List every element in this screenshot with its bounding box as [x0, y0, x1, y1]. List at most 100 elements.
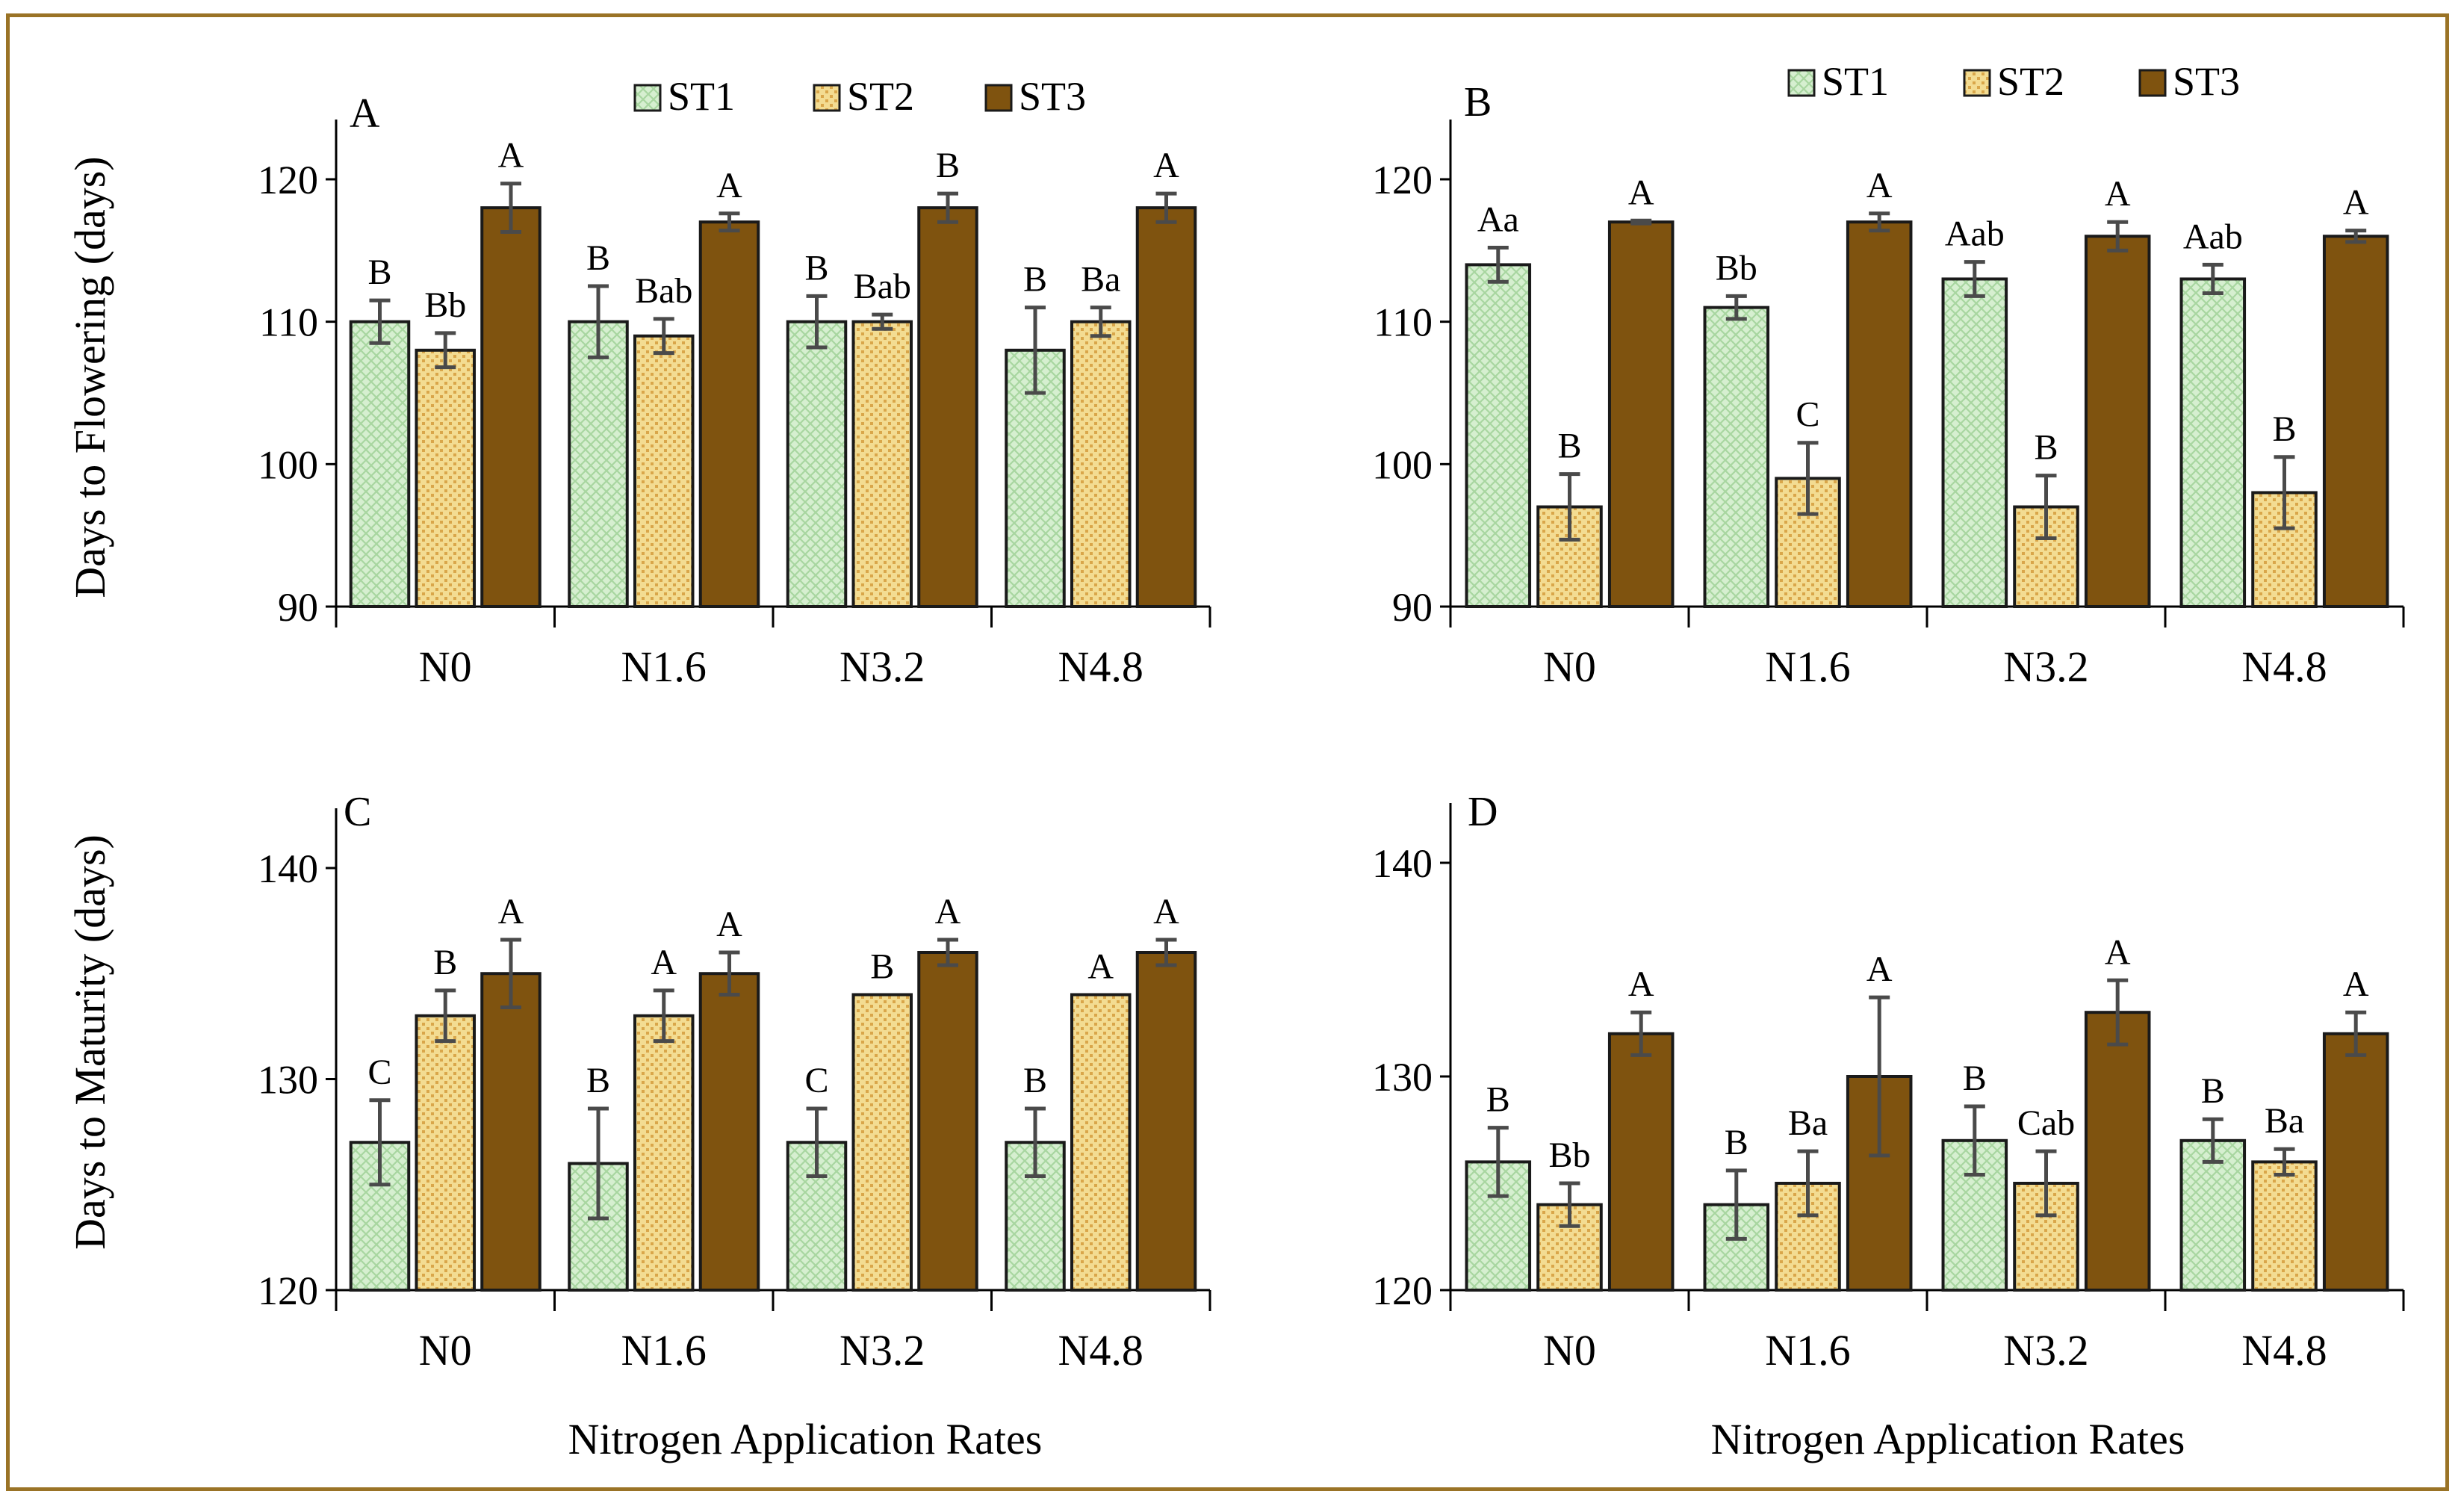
- bar-st2-n1-6: [633, 334, 695, 608]
- x-tick-label: N1.6: [621, 642, 707, 691]
- x-tick-label: N3.2: [840, 1326, 925, 1375]
- bar-st3-n1-6: [1846, 220, 1913, 608]
- bar-st1-n0: [1465, 1160, 1532, 1292]
- x-tick-label: N4.8: [2241, 642, 2327, 691]
- significance-label: A: [2343, 964, 2369, 1004]
- significance-label: Cab: [2017, 1103, 2075, 1143]
- bar-st1-n1-6: [1703, 306, 1770, 608]
- legend-label-st3: ST3: [2173, 59, 2240, 104]
- legend-swatch-st3: [2138, 69, 2167, 97]
- bar-st3-n3-2: [2084, 235, 2151, 608]
- y-tick-label: 140: [1372, 841, 1433, 886]
- significance-label: Ba: [2265, 1101, 2304, 1141]
- significance-label: B: [1486, 1080, 1510, 1120]
- panel-b: B 90 100 110 120 N0 Aa B A N1.6 Bb C A N3.2 Aab B A N4.8 A…: [1372, 59, 2405, 691]
- bar-st3-n4-8: [1135, 951, 1197, 1292]
- significance-label: B: [2034, 428, 2058, 468]
- x-tick-label: N4.8: [1058, 1326, 1143, 1375]
- x-axis-title-left: Nitrogen Application Rates: [568, 1415, 1043, 1463]
- bar-st1-n1-6: [568, 320, 629, 608]
- x-tick-label: N0: [419, 1326, 472, 1375]
- bar-st2-n0: [415, 348, 477, 608]
- significance-label: A: [2105, 174, 2131, 214]
- legend-label-st2: ST2: [1997, 59, 2064, 104]
- y-tick-label: 110: [259, 300, 318, 345]
- bar-st3-n0: [1607, 1032, 1675, 1292]
- bar-st3-n1-6: [698, 972, 760, 1292]
- significance-label: A: [1866, 166, 1893, 205]
- bar-st3-n1-6: [698, 220, 760, 608]
- y-tick-label: 100: [258, 442, 318, 487]
- x-tick-label: N1.6: [621, 1326, 707, 1375]
- x-axis-title-right: Nitrogen Application Rates: [1711, 1415, 2185, 1463]
- significance-label: Aab: [2183, 217, 2243, 256]
- significance-label: Bb: [1548, 1135, 1590, 1175]
- bar-st1-n3-2: [786, 1141, 848, 1292]
- significance-label: B: [2201, 1071, 2225, 1111]
- legend-label-st2: ST2: [847, 74, 914, 119]
- legend-label-st3: ST3: [1019, 74, 1086, 119]
- bar-st2-n4-8: [2251, 1160, 2318, 1292]
- bar-st3-n4-8: [1135, 206, 1197, 608]
- y-tick-label: 90: [1392, 585, 1433, 630]
- bar-st1-n3-2: [786, 320, 848, 608]
- x-tick-label: N3.2: [2003, 642, 2088, 691]
- bar-st1-n4-8: [2179, 277, 2247, 608]
- legend-label-st1: ST1: [668, 74, 735, 119]
- bar-st3-n3-2: [2084, 1011, 2151, 1292]
- x-tick-label: N3.2: [2003, 1326, 2088, 1375]
- significance-label: Bab: [635, 271, 692, 311]
- significance-label: A: [716, 905, 742, 944]
- panel-label: A: [350, 90, 380, 137]
- y-tick-label: 140: [258, 846, 318, 891]
- significance-label: Bb: [424, 285, 466, 325]
- y-tick-label: 120: [1372, 158, 1433, 202]
- y-tick-label: 120: [258, 158, 318, 202]
- significance-label: A: [498, 892, 524, 932]
- x-tick-label: N1.6: [1765, 642, 1850, 691]
- significance-label: A: [1153, 146, 1179, 185]
- panel-a: A 90 100 110 120 N0 B Bb A N1.6 B Bab A N3.2 B Bab B N4.8…: [258, 74, 1211, 691]
- significance-label: B: [1023, 260, 1047, 300]
- panel-label: B: [1464, 79, 1492, 126]
- y-tick-label: 130: [258, 1058, 318, 1103]
- significance-label: Ba: [1788, 1103, 1828, 1143]
- legend-swatch-st2: [813, 84, 841, 112]
- significance-label: Ba: [1081, 260, 1120, 300]
- y-tick-label: 90: [278, 585, 318, 630]
- bar-st3-n3-2: [917, 951, 978, 1292]
- bar-st2-n3-2: [851, 993, 913, 1292]
- significance-label: B: [586, 1061, 610, 1100]
- significance-label: A: [935, 892, 961, 932]
- significance-label: C: [367, 1053, 391, 1092]
- significance-label: B: [2272, 409, 2296, 449]
- significance-label: B: [1557, 427, 1581, 466]
- significance-label: Aa: [1477, 200, 1519, 240]
- legend-swatch-st3: [984, 84, 1013, 112]
- significance-label: B: [936, 146, 960, 185]
- bar-st1-n3-2: [1941, 277, 2008, 608]
- significance-label: A: [1628, 173, 1654, 212]
- significance-label: A: [2105, 932, 2131, 972]
- x-tick-label: N0: [1543, 1326, 1596, 1375]
- bar-st2-n0: [415, 1014, 477, 1292]
- legend-label-st1: ST1: [1822, 59, 1889, 104]
- significance-label: A: [2343, 183, 2369, 223]
- significance-label: A: [1866, 949, 1893, 989]
- bar-st3-n0: [480, 972, 541, 1292]
- panel-label: C: [344, 789, 371, 835]
- significance-label: B: [870, 947, 894, 987]
- significance-label: A: [651, 943, 677, 982]
- significance-label: B: [804, 248, 828, 288]
- bar-st2-n4-8: [1070, 320, 1132, 608]
- significance-label: A: [1087, 947, 1114, 987]
- legend-swatch-st1: [633, 84, 662, 112]
- y-tick-label: 130: [1372, 1055, 1433, 1100]
- bar-st3-n0: [1607, 220, 1675, 608]
- significance-label: Aab: [1945, 214, 2005, 254]
- y-axis-title-maturity: Days to Maturity (days): [66, 834, 114, 1250]
- y-tick-label: 110: [1374, 300, 1433, 345]
- bar-st3-n4-8: [2322, 1032, 2389, 1292]
- bar-st1-n4-8: [2179, 1138, 2247, 1292]
